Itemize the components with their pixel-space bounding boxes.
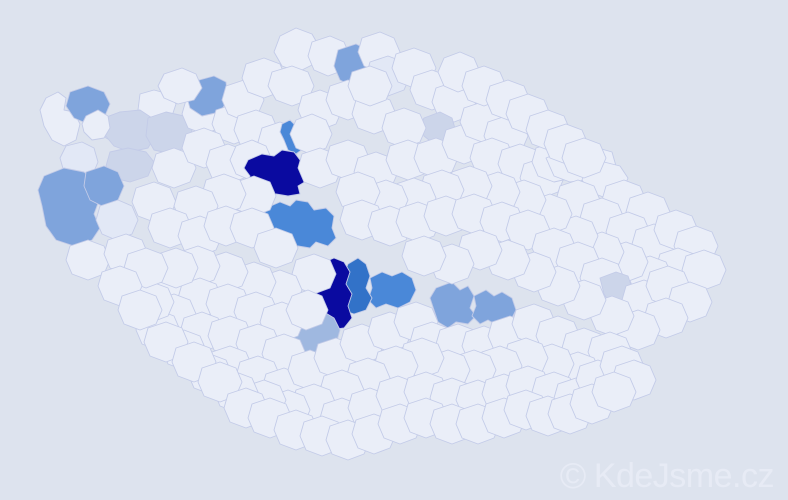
map-region[interactable] bbox=[561, 137, 607, 179]
map-region[interactable] bbox=[157, 67, 203, 105]
map-region[interactable] bbox=[39, 91, 81, 147]
map-region[interactable] bbox=[81, 109, 111, 141]
map-region[interactable] bbox=[367, 271, 417, 309]
map-region[interactable] bbox=[347, 65, 393, 107]
map-region[interactable] bbox=[95, 199, 139, 241]
map-region[interactable] bbox=[429, 281, 477, 329]
map-region[interactable] bbox=[253, 227, 299, 269]
map-region[interactable] bbox=[289, 113, 333, 155]
map-region[interactable] bbox=[151, 147, 197, 189]
map-region[interactable] bbox=[285, 289, 329, 331]
map-region[interactable] bbox=[591, 371, 637, 413]
map-region[interactable] bbox=[117, 289, 163, 331]
map-region[interactable] bbox=[401, 235, 447, 277]
map-regions-layer[interactable] bbox=[37, 27, 727, 461]
map-region[interactable] bbox=[381, 107, 427, 149]
